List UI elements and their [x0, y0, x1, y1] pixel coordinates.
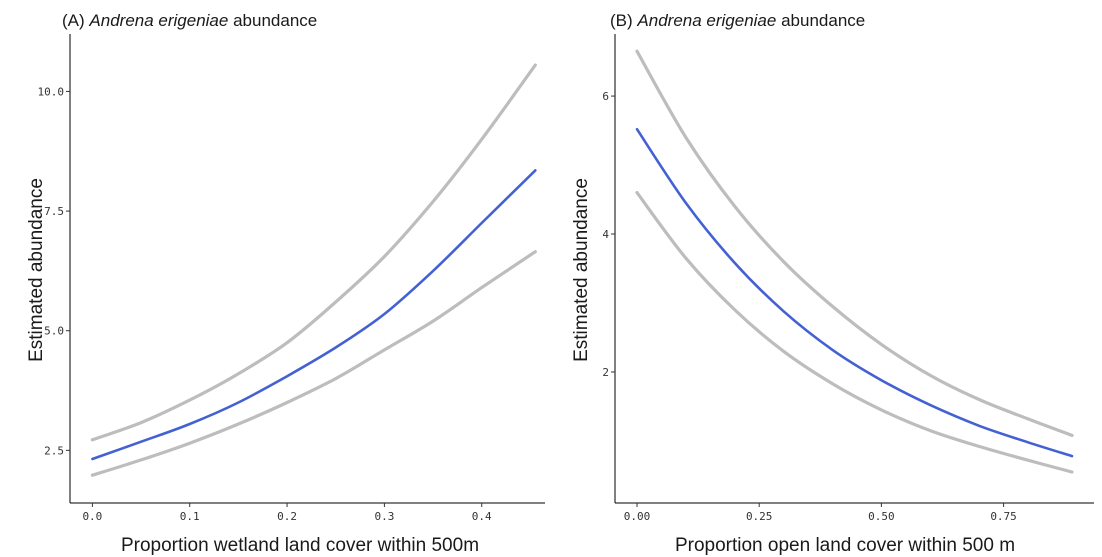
panel-a-species: Andrena erigeniae	[88, 11, 228, 30]
panel-a-y-tick-label: 10.0	[38, 85, 65, 98]
panel-a-fit-line	[91, 169, 537, 461]
panel-a-lower-ci-line	[90, 250, 537, 477]
panel-a-y-tick-label: 7.5	[44, 205, 64, 218]
panel-b-label: (B)	[610, 11, 633, 30]
panel-b-y-tick-label: 2	[602, 366, 609, 379]
panel-a-label: (A)	[62, 11, 85, 30]
panel-b-upper-ci-line	[635, 49, 1074, 437]
panel-a-y-tick-label: 2.5	[44, 444, 64, 457]
panel-b-species: Andrena erigeniae	[636, 11, 776, 30]
panel-b-x-tick-label: 0.25	[746, 510, 773, 523]
panel-a-x-tick-label: 0.0	[82, 510, 102, 523]
panel-b: (B) Andrena erigeniae abundance Estimate…	[571, 11, 1094, 556]
panel-a-x-axis-title: Proportion wetland land cover within 500…	[121, 535, 479, 556]
panel-a-x-tick-label: 0.2	[277, 510, 297, 523]
panel-a-x-tick-label: 0.3	[374, 510, 394, 523]
panel-a-y-tick-label: 5.0	[44, 325, 64, 338]
panel-b-x-tick-label: 0.75	[990, 510, 1017, 523]
panel-b-x-axis-title: Proportion open land cover within 500 m	[675, 535, 1015, 556]
panel-b-fit-line	[635, 127, 1074, 458]
panel-a-y-axis-title: Estimated abundance	[26, 178, 47, 362]
panel-b-y-axis-title: Estimated abundance	[571, 178, 592, 362]
panel-b-lower-ci-line	[635, 191, 1074, 474]
panel-b-x-tick-label: 0.00	[624, 510, 651, 523]
panel-a-x-tick-label: 0.4	[472, 510, 492, 523]
panel-b-title-suffix: abundance	[781, 11, 865, 30]
panel-b-title: (B) Andrena erigeniae abundance	[610, 11, 865, 30]
panel-b-y-tick-label: 4	[602, 228, 609, 241]
panel-a: (A) Andrena erigeniae abundance Estimate…	[26, 11, 545, 556]
panel-a-title: (A) Andrena erigeniae abundance	[62, 11, 317, 30]
panel-a-upper-ci-line	[90, 63, 537, 442]
panel-a-x-tick-label: 0.1	[180, 510, 200, 523]
panel-b-x-tick-label: 0.50	[868, 510, 895, 523]
panel-b-y-tick-label: 6	[602, 90, 609, 103]
panel-a-title-suffix: abundance	[233, 11, 317, 30]
